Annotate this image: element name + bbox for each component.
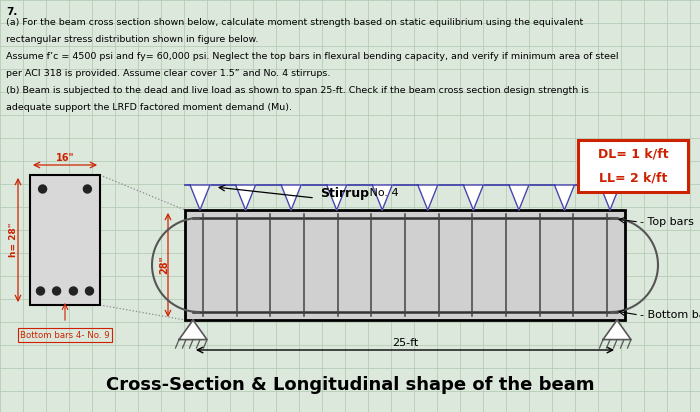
Text: (b) Beam is subjected to the dead and live load as shown to span 25-ft. Check if: (b) Beam is subjected to the dead and li… (6, 86, 589, 95)
Text: Assume f’c = 4500 psi and fy= 60,000 psi. Neglect the top bars in flexural bendi: Assume f’c = 4500 psi and fy= 60,000 psi… (6, 52, 619, 61)
Text: - Bottom bars: - Bottom bars (640, 310, 700, 320)
Polygon shape (600, 185, 620, 210)
Circle shape (69, 287, 78, 295)
Polygon shape (554, 185, 575, 210)
Polygon shape (509, 185, 529, 210)
Text: - Top bars: - Top bars (640, 217, 694, 227)
Circle shape (83, 185, 92, 193)
Polygon shape (327, 185, 346, 210)
Text: rectangular stress distribution shown in figure below.: rectangular stress distribution shown in… (6, 35, 258, 44)
Polygon shape (190, 185, 210, 210)
Polygon shape (603, 320, 631, 339)
Text: h= 28": h= 28" (8, 223, 18, 257)
Text: 7.: 7. (6, 7, 18, 17)
Text: 25-ft: 25-ft (392, 338, 418, 348)
Bar (185, 210, 625, 320)
Polygon shape (372, 185, 392, 210)
Text: LL= 2 k/ft: LL= 2 k/ft (598, 171, 667, 185)
Polygon shape (236, 185, 256, 210)
Text: Cross-Section & Longitudinal shape of the beam: Cross-Section & Longitudinal shape of th… (106, 376, 594, 394)
Circle shape (85, 287, 94, 295)
Text: Stirrup: Stirrup (320, 187, 369, 199)
Bar (578, 140, 688, 192)
Text: adequate support the LRFD factored moment demand (Mu).: adequate support the LRFD factored momen… (6, 103, 292, 112)
Polygon shape (463, 185, 483, 210)
Text: (a) For the beam cross section shown below, calculate moment strength based on s: (a) For the beam cross section shown bel… (6, 18, 583, 27)
Text: DL= 1 k/ft: DL= 1 k/ft (598, 147, 668, 161)
Circle shape (38, 185, 47, 193)
Bar (30, 175, 100, 305)
Text: per ACI 318 is provided. Assume clear cover 1.5” and No. 4 stirrups.: per ACI 318 is provided. Assume clear co… (6, 69, 330, 78)
Polygon shape (418, 185, 438, 210)
Text: 16": 16" (56, 153, 74, 163)
Polygon shape (281, 185, 301, 210)
Text: No. 4: No. 4 (366, 188, 398, 198)
Polygon shape (179, 320, 207, 339)
Text: Bottom bars 4- No. 9: Bottom bars 4- No. 9 (20, 330, 110, 339)
Text: 28": 28" (159, 256, 169, 274)
Circle shape (52, 287, 61, 295)
Circle shape (36, 287, 45, 295)
